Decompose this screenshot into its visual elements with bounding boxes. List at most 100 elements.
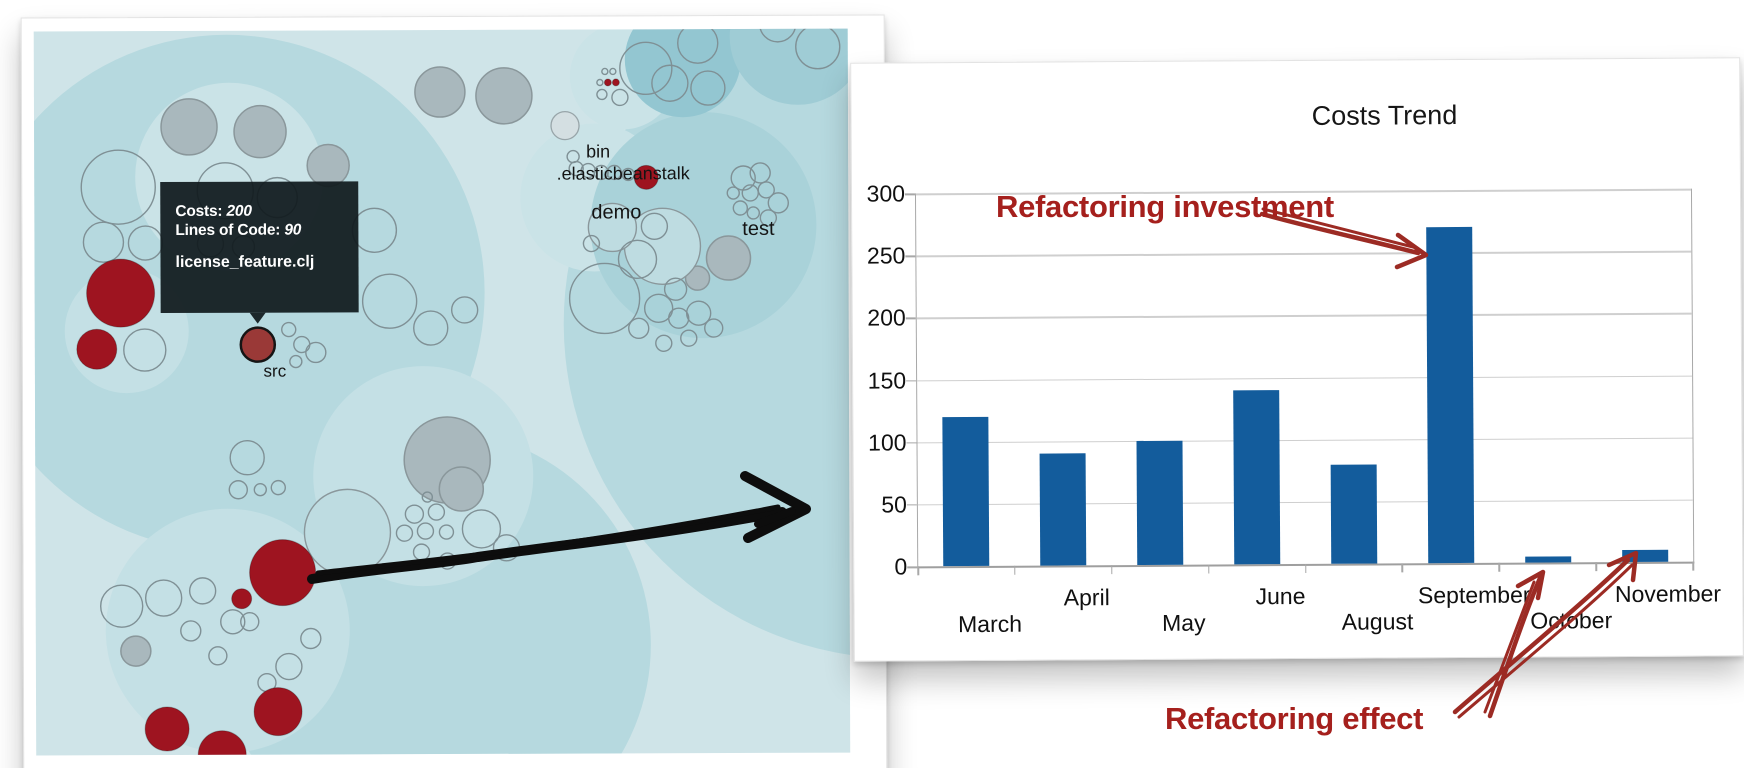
x-axis-label-september: September <box>1417 581 1531 609</box>
viz-circle <box>685 300 712 326</box>
viz-circle <box>587 202 638 253</box>
y-axis-label: 100 <box>868 429 907 456</box>
viz-circle <box>759 209 778 227</box>
y-axis-label: 200 <box>867 304 906 331</box>
viz-label-elasticbeanstalk: .elasticbeanstalk <box>557 163 691 183</box>
tooltip-file-name: license_feature.clj <box>175 253 315 271</box>
viz-label-demo: demo <box>591 201 641 223</box>
tooltip-pointer <box>249 312 266 324</box>
viz-circle <box>643 293 674 323</box>
viz-circle <box>651 64 689 102</box>
y-tick <box>906 504 917 506</box>
y-axis-label: 50 <box>881 491 907 518</box>
viz-circle <box>593 164 609 181</box>
viz-circle <box>611 78 620 87</box>
viz-circle <box>305 341 327 364</box>
x-tick <box>1304 563 1307 573</box>
viz-circle <box>596 88 608 101</box>
gridline <box>916 250 1692 257</box>
viz-circle <box>414 66 466 118</box>
viz-circle <box>233 104 287 159</box>
circle-packing-visualization: bin .elasticbeanstalk demo test src Costs: 2… <box>33 28 851 756</box>
tooltip-costs-label: Costs: <box>175 202 223 220</box>
viz-circle <box>229 440 265 476</box>
bar-october <box>1524 556 1571 563</box>
viz-circle <box>144 579 183 617</box>
x-tick <box>1111 565 1113 575</box>
viz-circle <box>617 239 658 280</box>
bar-may <box>1136 440 1184 565</box>
hotspots-visualization-card: bin .elasticbeanstalk demo test src Costs: 2… <box>20 14 888 768</box>
viz-circle <box>289 354 303 369</box>
viz-circle <box>609 67 617 76</box>
costs-trend-chart-card: Costs Trend 0 50 100 150 200 250 300 March April… <box>850 57 1744 662</box>
x-axis-label-april: April <box>1063 584 1110 611</box>
y-tick <box>907 566 918 568</box>
x-tick <box>1014 565 1016 575</box>
viz-circle <box>568 262 641 335</box>
bar-april <box>1039 453 1087 566</box>
viz-circle <box>253 687 303 737</box>
annotation-refactoring-effect: Refactoring effect <box>1165 701 1424 736</box>
bar-september <box>1426 227 1475 564</box>
viz-circle <box>677 28 719 64</box>
y-axis-label: 150 <box>867 366 907 394</box>
viz-circle <box>628 317 650 340</box>
viz-circle <box>726 186 740 200</box>
viz-circle <box>606 164 622 181</box>
viz-circle <box>684 265 711 291</box>
x-axis-label-june: June <box>1255 582 1306 610</box>
viz-label-test: test <box>742 218 775 240</box>
viz-circle <box>228 480 248 500</box>
viz-circle <box>120 635 152 667</box>
viz-circle <box>160 98 218 156</box>
viz-circle <box>621 167 635 182</box>
viz-circle <box>208 646 228 666</box>
viz-circle <box>663 277 688 301</box>
x-tick <box>1692 561 1694 571</box>
viz-circle <box>758 28 797 43</box>
viz-circle <box>86 258 156 328</box>
viz-circle <box>249 539 317 607</box>
viz-circle <box>231 588 253 610</box>
gridline <box>917 375 1693 382</box>
viz-circle-src-hover <box>239 326 277 363</box>
plot-area <box>914 188 1695 569</box>
viz-label-bin: bin <box>586 141 610 161</box>
y-tick <box>905 255 916 258</box>
viz-circle <box>240 612 260 632</box>
bar-november <box>1621 549 1668 563</box>
tooltip-costs-line: Costs: 200 <box>175 201 358 221</box>
gridline <box>917 499 1693 506</box>
viz-circle <box>633 164 659 190</box>
viz-circle <box>680 329 698 347</box>
viz-circle <box>667 307 690 329</box>
viz-circle <box>624 28 741 118</box>
tooltip-costs-value: 200 <box>226 202 252 220</box>
viz-circle <box>82 221 125 263</box>
x-axis-label-october: October <box>1530 607 1613 634</box>
x-axis-label-august: August <box>1341 608 1414 635</box>
viz-label-src: src <box>264 362 287 381</box>
viz-circle <box>253 482 267 497</box>
viz-circle <box>450 296 479 324</box>
viz-circle <box>757 181 775 199</box>
x-axis-label-may: May <box>1161 609 1206 636</box>
x-tick <box>1595 562 1597 572</box>
viz-circle <box>180 620 202 642</box>
x-tick <box>1207 564 1210 574</box>
viz-circle <box>611 88 629 107</box>
gridline <box>916 312 1692 320</box>
y-axis-label: 250 <box>866 242 906 269</box>
viz-circle <box>123 328 167 372</box>
x-tick <box>1498 562 1501 572</box>
viz-circle <box>640 212 669 240</box>
viz-circle <box>746 206 761 220</box>
hover-tooltip: Costs: 200 Lines of Code: 90 license_fea… <box>160 181 359 324</box>
viz-circle <box>566 149 580 164</box>
viz-circle <box>767 192 789 214</box>
viz-circle <box>619 41 673 96</box>
viz-circle <box>601 67 609 76</box>
tooltip-loc-value: 90 <box>284 221 302 239</box>
annotation-refactoring-investment: Refactoring investment <box>996 189 1334 224</box>
